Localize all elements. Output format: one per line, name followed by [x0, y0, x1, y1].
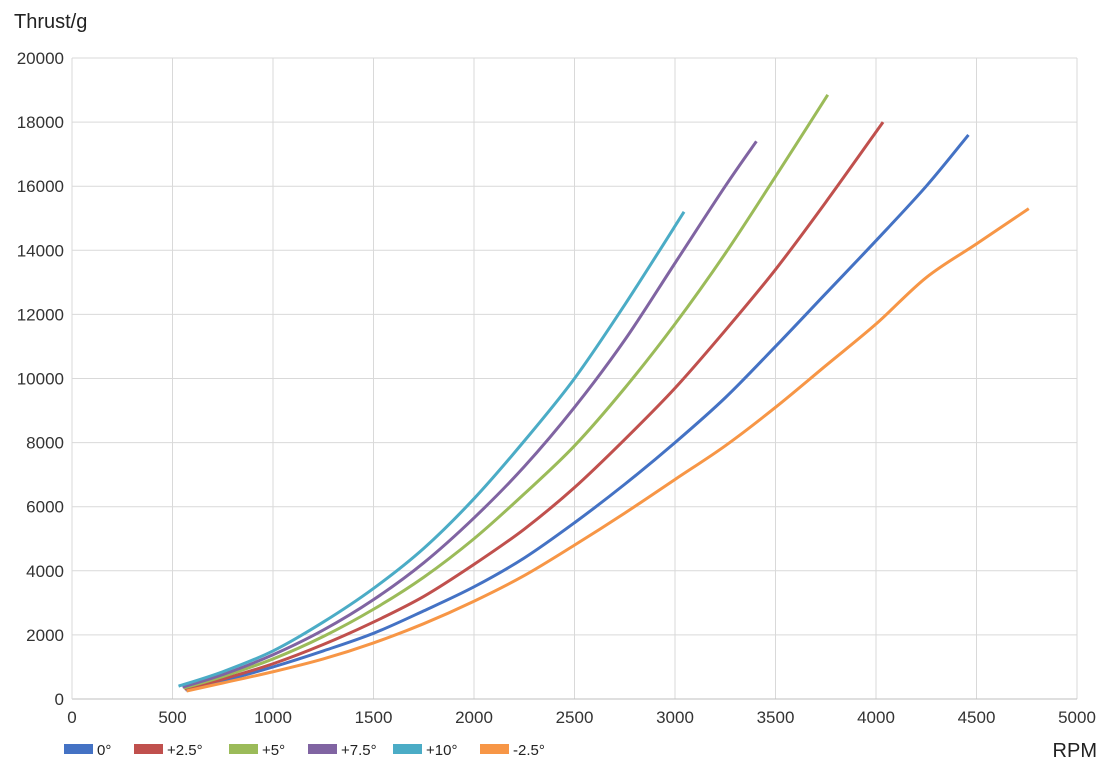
- legend-label: +2.5°: [167, 742, 203, 759]
- grid: [72, 57, 1078, 699]
- series-line-2: [183, 94, 830, 690]
- legend-swatch: [480, 744, 509, 754]
- legend-label: +7.5°: [341, 742, 377, 759]
- series-line-3: [182, 140, 758, 689]
- x-tick-label: 3000: [656, 708, 694, 727]
- x-tick-label: 4000: [857, 708, 895, 727]
- x-axis-title: RPM: [1053, 740, 1097, 762]
- y-tick-label: 0: [55, 690, 64, 709]
- y-tick-label: 8000: [26, 434, 64, 453]
- y-tick-label: 18000: [17, 113, 64, 132]
- legend-swatch: [308, 744, 337, 754]
- x-tick-label: 5000: [1058, 708, 1096, 727]
- legend-label: +10°: [426, 742, 457, 759]
- y-tick-label: 10000: [17, 370, 64, 389]
- legend-swatch: [229, 744, 258, 754]
- y-tick-label: 12000: [17, 305, 64, 324]
- y-tick-label: 20000: [17, 49, 64, 68]
- x-tick-label: 4500: [958, 708, 996, 727]
- x-tick-label: 1500: [355, 708, 393, 727]
- legend-swatch: [393, 744, 422, 754]
- x-tick-label: 0: [67, 708, 76, 727]
- x-tick-label: 500: [158, 708, 186, 727]
- axes: [71, 58, 1077, 700]
- x-tick-label: 2000: [455, 708, 493, 727]
- x-tick-label: 1000: [254, 708, 292, 727]
- y-tick-label: 2000: [26, 626, 64, 645]
- series-line-0: [185, 133, 970, 692]
- series-line-4: [178, 211, 686, 688]
- legend-swatch: [134, 744, 163, 754]
- y-tick-label: 14000: [17, 241, 64, 260]
- y-tick-label: 4000: [26, 562, 64, 581]
- series-line-1: [184, 121, 885, 691]
- y-tick-label: 16000: [17, 177, 64, 196]
- legend-label: 0°: [97, 742, 111, 759]
- legend: 0° +2.5° +5° +7.5° +10° -2.5°: [64, 742, 545, 759]
- y-tick-label: 6000: [26, 498, 64, 517]
- legend-swatch: [64, 744, 93, 754]
- series-lines: [178, 94, 1030, 693]
- series-line-5: [186, 207, 1030, 693]
- legend-label: -2.5°: [513, 742, 545, 759]
- x-tick-label: 3500: [757, 708, 795, 727]
- y-axis-title: Thrust/g: [14, 11, 87, 33]
- x-tick-label: 2500: [556, 708, 594, 727]
- legend-label: +5°: [262, 742, 285, 759]
- tick-labels: 0 500 1000 1500 2000 2500 3000 3500 4000 4500 5000…: [17, 49, 1096, 727]
